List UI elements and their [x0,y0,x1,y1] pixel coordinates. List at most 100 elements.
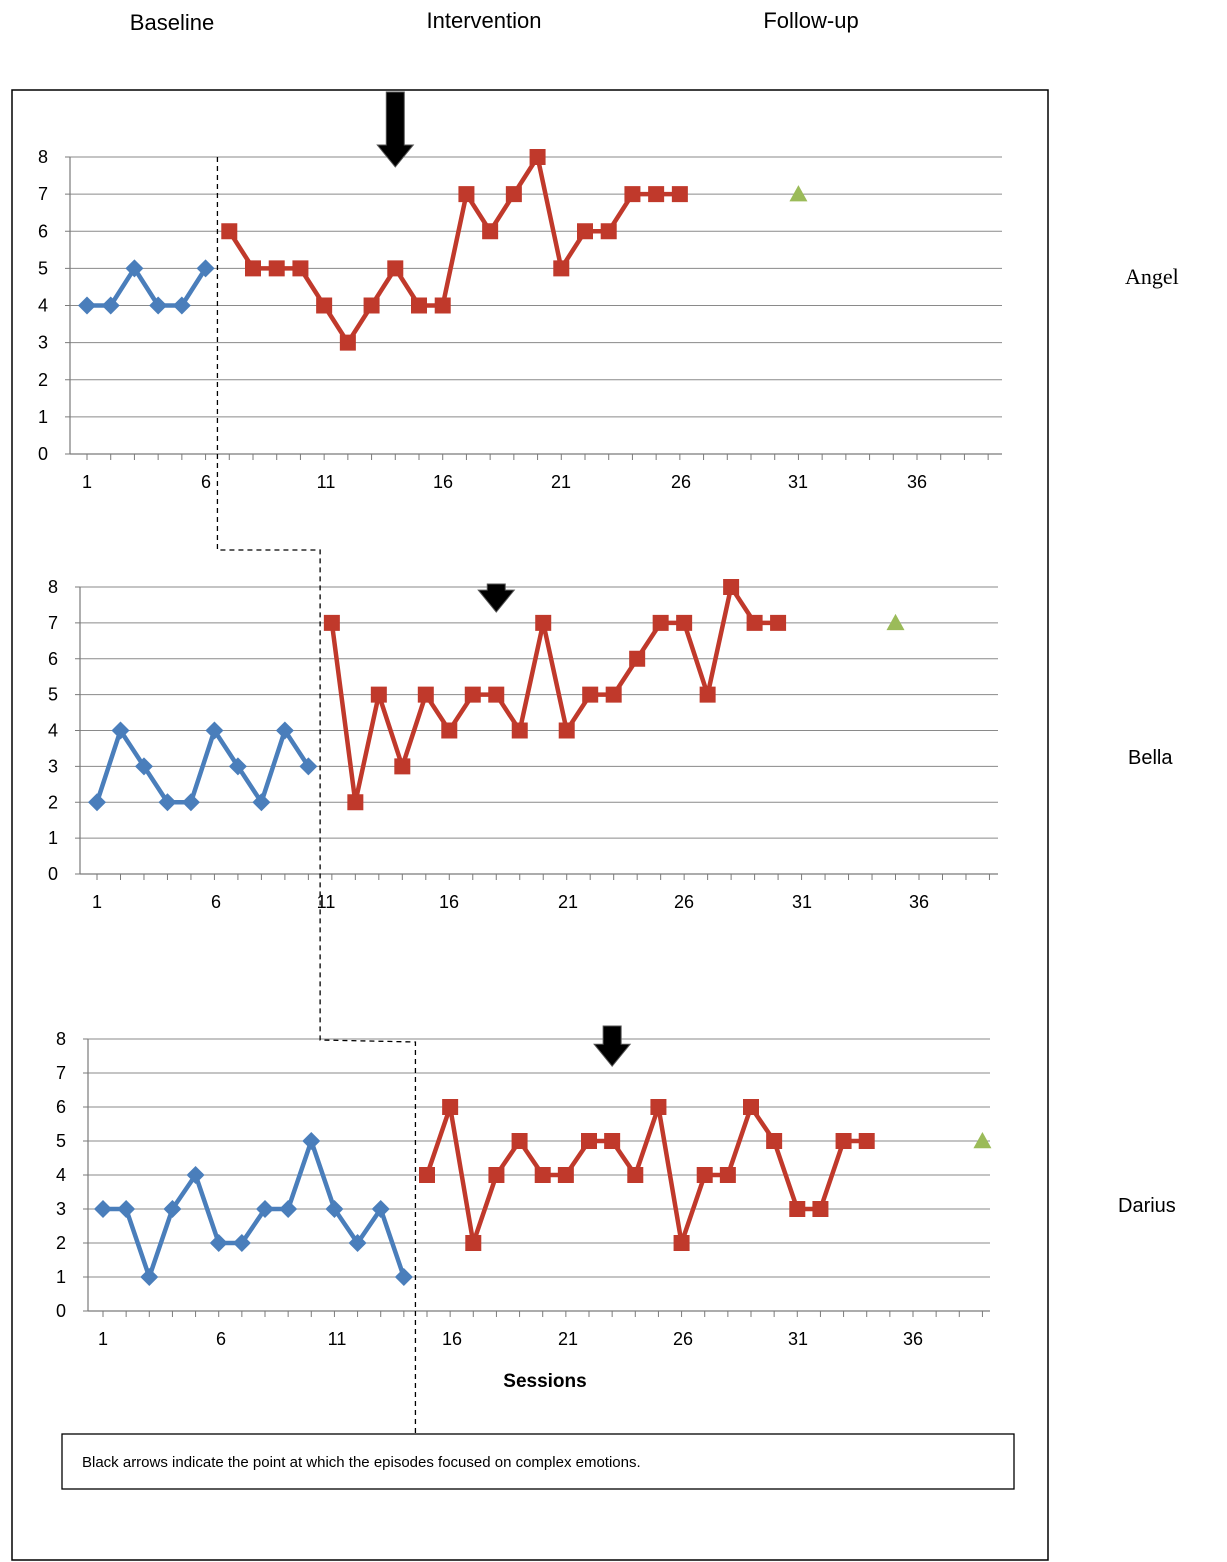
intervention-point [627,1167,644,1183]
intervention-point [676,614,693,631]
intervention-point [696,1167,713,1183]
legend-intervention: Intervention [427,8,542,33]
x-tick-label: 26 [674,892,694,912]
baseline-point [111,721,130,740]
y-tick-label: 0 [48,864,58,884]
intervention-point [746,614,763,631]
baseline-point [348,1234,367,1252]
y-tick-label: 7 [38,184,48,204]
intervention-point [650,1099,667,1115]
intervention-point [719,1167,736,1183]
intervention-point [605,686,622,703]
intervention-point [600,223,617,240]
intervention-point [534,1167,551,1183]
y-tick-label: 6 [38,221,48,241]
intervention-point [723,579,740,595]
baseline-point [163,1200,182,1218]
baseline-point [117,1200,136,1218]
intervention-point [671,186,688,203]
baseline-point [302,1132,321,1150]
intervention-line [227,154,680,345]
intervention-point [316,297,333,314]
y-tick-label: 1 [56,1267,66,1287]
intervention-point [577,223,593,240]
y-tick-label: 5 [48,685,58,705]
intervention-point [458,186,475,203]
intervention-point [394,758,411,775]
baseline-point [125,259,144,278]
intervention-point [417,686,434,703]
intervention-point [411,297,427,314]
complex-emotion-arrow [593,1025,632,1067]
followup-point [789,185,808,202]
y-tick-label: 1 [38,407,48,427]
y-tick-label: 8 [56,1029,66,1049]
y-tick-label: 7 [48,613,58,633]
intervention-point [673,1235,690,1251]
y-tick-label: 2 [56,1233,66,1253]
y-tick-label: 3 [56,1199,66,1219]
followup-point [973,1132,992,1149]
intervention-point [221,223,238,240]
x-tick-label: 36 [903,1329,923,1349]
intervention-point [441,722,458,739]
baseline-point [101,296,120,315]
intervention-point [858,1133,875,1149]
intervention-point [339,334,356,351]
baseline-point [196,259,215,278]
y-tick-label: 5 [38,258,48,278]
x-tick-label: 1 [92,892,102,912]
intervention-point [743,1099,759,1115]
y-tick-label: 5 [56,1131,66,1151]
baseline-point [134,757,153,776]
legend-baseline: Baseline [130,10,214,35]
legend-followup: Follow-up [763,8,858,33]
intervention-point [604,1133,621,1149]
baseline-point [158,793,177,812]
x-tick-label: 21 [558,1329,578,1349]
baseline-point [232,1234,251,1252]
x-tick-label: 11 [317,892,336,912]
y-tick-label: 3 [38,333,48,353]
participant-name-darius: Darius [1118,1195,1176,1217]
intervention-point [699,686,716,703]
note-text: Black arrows indicate the point at which… [82,1454,641,1471]
baseline-point [228,757,247,776]
baseline-point [149,296,168,315]
baseline-point [88,793,106,812]
x-tick-label: 31 [792,892,812,912]
y-tick-label: 7 [56,1063,66,1083]
x-tick-label: 36 [907,472,927,492]
intervention-point [553,260,570,277]
x-tick-label: 26 [671,472,691,492]
intervention-point [323,614,340,631]
baseline-point [252,793,271,812]
intervention-line [329,584,779,805]
baseline-point [325,1200,344,1218]
intervention-point [292,260,309,277]
participant-name-bella: Bella [1128,747,1173,769]
intervention-point [511,722,528,739]
intervention-point [465,1235,482,1251]
y-tick-label: 4 [38,296,48,316]
figure-frame [11,89,1049,1561]
intervention-point [482,223,499,240]
x-tick-label: 1 [98,1329,108,1349]
x-axis-label: Sessions [503,1371,586,1392]
intervention-point [770,614,787,631]
intervention-point [535,614,552,631]
baseline-point [172,296,191,315]
y-tick-label: 6 [56,1097,66,1117]
intervention-point [557,1167,574,1183]
intervention-point [370,686,387,703]
intervention-point [488,686,505,703]
intervention-point [363,297,380,314]
x-tick-label: 21 [558,892,578,912]
x-tick-label: 6 [201,472,211,492]
intervention-point [529,149,546,165]
baseline-point [394,1268,413,1286]
